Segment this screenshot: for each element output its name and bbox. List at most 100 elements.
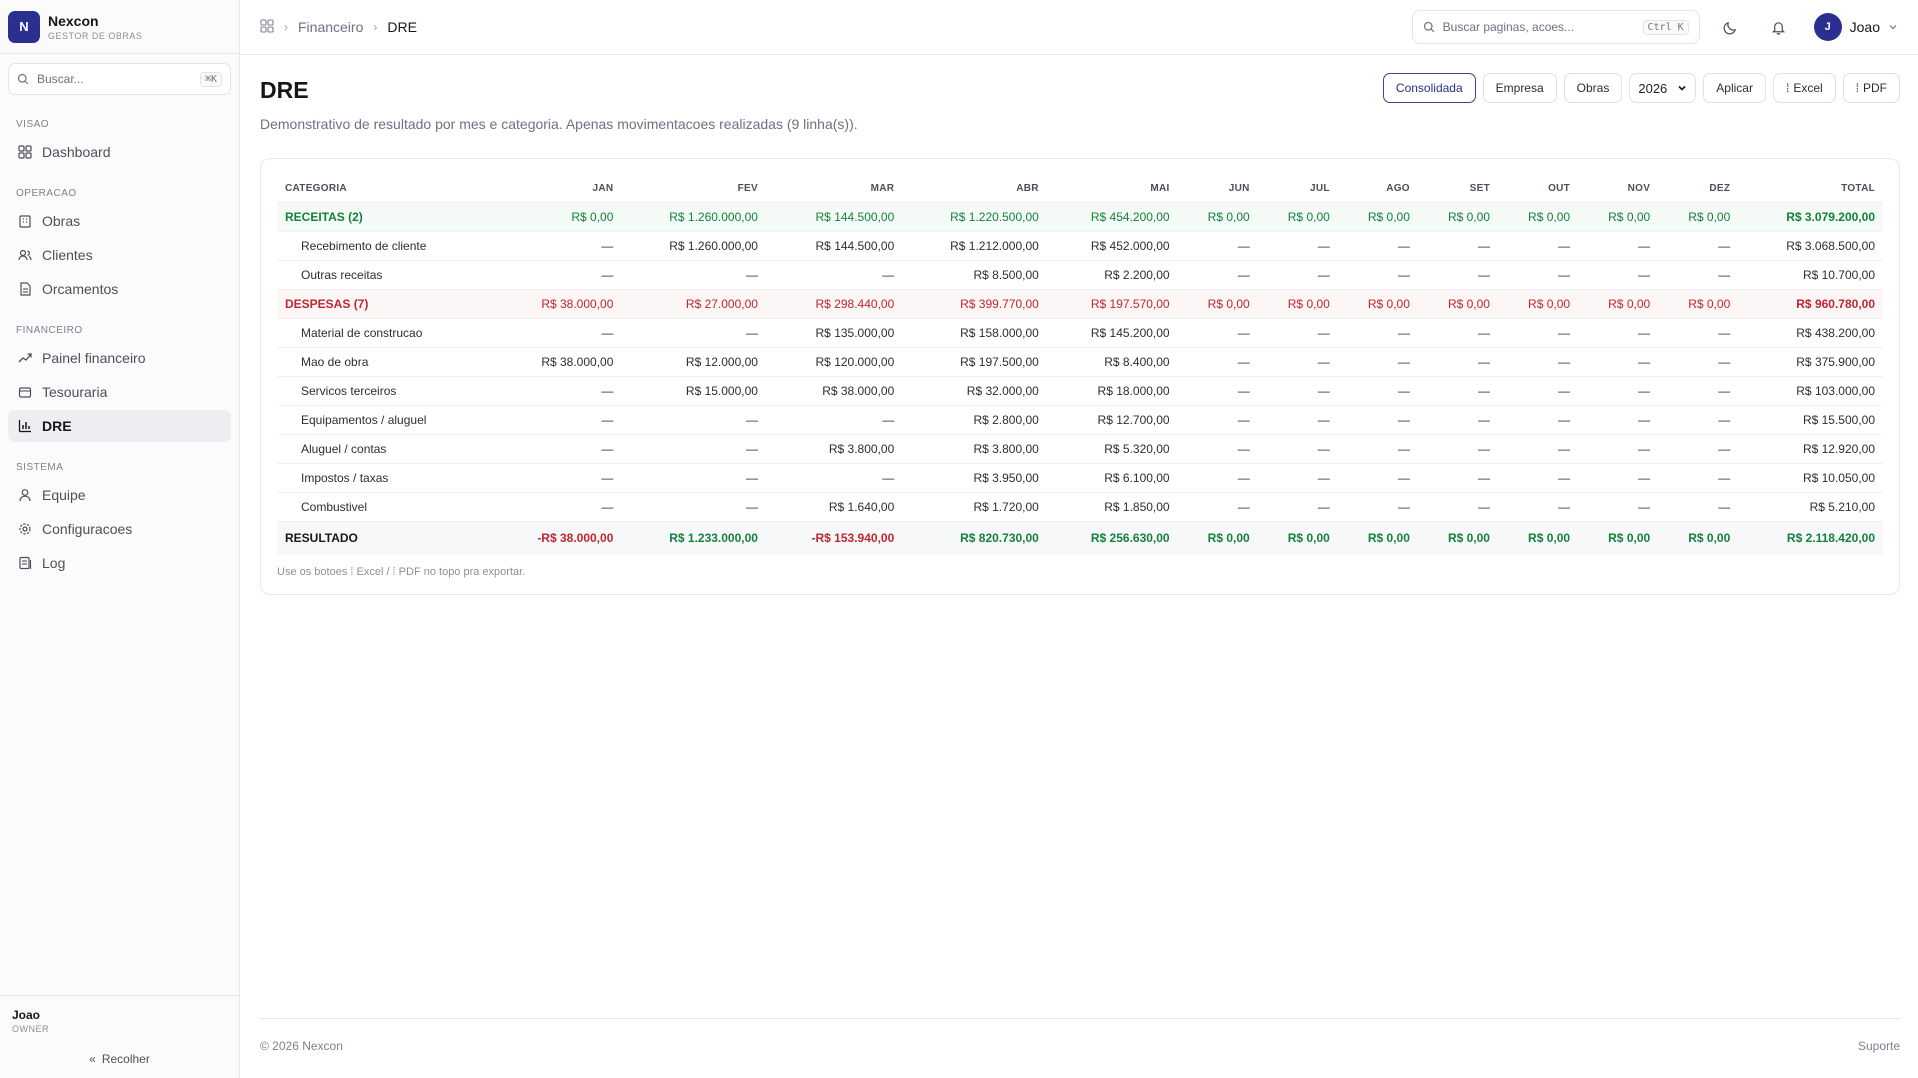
value-cell: — [765, 260, 903, 290]
value-cell: — [1177, 376, 1258, 406]
value-cell: R$ 38.000,00 [494, 289, 622, 319]
value-cell: R$ 0,00 [1257, 202, 1338, 232]
value-cell: — [1337, 492, 1418, 522]
view-obras-button[interactable]: Obras [1563, 73, 1623, 103]
download-icon: ⁞ [1785, 81, 1790, 95]
notifications-button[interactable] [1762, 10, 1796, 44]
value-cell: R$ 298.440,00 [765, 289, 903, 319]
value-cell: R$ 0,00 [1497, 521, 1579, 554]
sidebar-item-tesouraria[interactable]: Tesouraria [8, 376, 231, 408]
category-cell: Aluguel / contas [277, 434, 495, 464]
value-cell: — [621, 492, 766, 522]
breadcrumb-financeiro[interactable]: Financeiro [298, 19, 364, 35]
value-cell: — [1497, 434, 1579, 464]
view-consolidada-button[interactable]: Consolidada [1382, 73, 1476, 103]
category-cell: RESULTADO [277, 521, 495, 554]
table-header: AGO [1337, 175, 1418, 203]
chevron-down-icon [1678, 85, 1686, 91]
sidebar-search-input[interactable]: Buscar... ⌘K [8, 63, 231, 95]
value-cell: — [494, 405, 622, 435]
value-cell: — [1497, 405, 1579, 435]
table-header: CATEGORIA [277, 175, 495, 203]
value-cell: R$ 0,00 [1658, 521, 1739, 554]
value-cell: — [1578, 260, 1659, 290]
table-header: ABR [902, 175, 1047, 203]
value-cell: R$ 15.500,00 [1738, 405, 1883, 435]
sidebar-item-obras[interactable]: Obras [8, 205, 231, 237]
sidebar-item-dashboard[interactable]: Dashboard [8, 136, 231, 168]
topbar: › Financeiro › DRE Buscar paginas, acoes… [240, 0, 1918, 55]
value-cell: — [621, 318, 766, 348]
value-cell: R$ 3.079.200,00 [1738, 202, 1883, 232]
value-cell: — [1337, 231, 1418, 261]
brand-name: Nexcon [48, 12, 99, 29]
view-empresa-button[interactable]: Empresa [1482, 73, 1557, 103]
sidebar-item-orcamentos[interactable]: Orcamentos [8, 273, 231, 305]
sidebar-item-label: Tesouraria [42, 384, 108, 400]
value-cell: R$ 1.850,00 [1046, 492, 1178, 522]
global-search-input[interactable]: Buscar paginas, acoes... Ctrl K [1411, 10, 1700, 44]
table-row: Equipamentos / aluguel — — — R$ 2.800,00 R$ 1… [277, 405, 1883, 435]
value-cell: — [1257, 376, 1338, 406]
sidebar-item-dre[interactable]: DRE [8, 410, 231, 442]
value-cell: — [1497, 260, 1579, 290]
value-cell: — [1658, 318, 1739, 348]
chevrons-left-icon: « [89, 1052, 96, 1066]
sidebar-item-equipe[interactable]: Equipe [8, 479, 231, 511]
value-cell: R$ 27.000,00 [621, 289, 766, 319]
sidebar-item-label: Clientes [42, 247, 93, 263]
value-cell: R$ 1.260.000,00 [621, 231, 766, 261]
value-cell: R$ 0,00 [1337, 521, 1418, 554]
toolbar: Consolidada Empresa Obras 2026 Aplicar ⁞… [1382, 73, 1900, 103]
sidebar-item-configuracoes[interactable]: Configuracoes [8, 513, 231, 545]
value-cell: — [1177, 434, 1258, 464]
value-cell: R$ 8.500,00 [902, 260, 1047, 290]
table-row: Material de construcao — — R$ 135.000,00 R$ … [277, 318, 1883, 348]
value-cell: — [1497, 231, 1579, 261]
wallet-icon [18, 385, 32, 399]
sidebar-item-label: Equipe [42, 487, 86, 503]
value-cell: — [494, 492, 622, 522]
value-cell: R$ 1.720,00 [902, 492, 1047, 522]
value-cell: — [1658, 492, 1739, 522]
nav-section-visao: VISAO [16, 119, 50, 130]
value-cell: — [494, 318, 622, 348]
value-cell: — [1177, 260, 1258, 290]
category-cell: Impostos / taxas [277, 463, 495, 493]
export-pdf-label: PDF [1863, 81, 1887, 95]
export-excel-button[interactable]: ⁞ Excel [1772, 73, 1836, 103]
value-cell: R$ 3.800,00 [765, 434, 903, 464]
brand-logo: N [8, 10, 40, 43]
value-cell: — [1177, 347, 1258, 377]
search-icon [1423, 21, 1434, 33]
value-cell: R$ 103.000,00 [1738, 376, 1883, 406]
value-cell: R$ 0,00 [1177, 289, 1258, 319]
value-cell: — [621, 463, 766, 493]
theme-toggle-button[interactable] [1714, 10, 1748, 44]
export-pdf-button[interactable]: ⁞ PDF [1842, 73, 1900, 103]
page-description: Demonstrativo de resultado por mes e cat… [260, 116, 858, 132]
value-cell: — [494, 463, 622, 493]
value-cell: — [1658, 376, 1739, 406]
sidebar-item-log[interactable]: Log [8, 547, 231, 579]
result-row: RESULTADO -R$ 38.000,00 R$ 1.233.000,00 -R$… [277, 521, 1883, 554]
year-select[interactable]: 2026 [1629, 73, 1697, 103]
apps-grid-icon[interactable] [260, 18, 274, 36]
brand[interactable]: N Nexcon GESTOR DE OBRAS [0, 0, 239, 54]
value-cell: — [1337, 434, 1418, 464]
value-cell: — [765, 463, 903, 493]
support-link[interactable]: Suporte [1857, 1038, 1900, 1053]
sidebar-item-painel-financeiro[interactable]: Painel financeiro [8, 342, 231, 374]
sidebar-item-clientes[interactable]: Clientes [8, 239, 231, 271]
user-menu[interactable]: J Joao [1813, 13, 1898, 41]
sidebar-user-name: Joao [12, 1008, 41, 1022]
collapse-sidebar-button[interactable]: « Recolher [12, 1052, 227, 1066]
group-row: RECEITAS (2) R$ 0,00 R$ 1.260.000,00 R$ 144… [277, 202, 1883, 232]
value-cell: — [1497, 376, 1579, 406]
group-row: DESPESAS (7) R$ 38.000,00 R$ 27.000,00 R$ 2… [277, 289, 1883, 319]
apply-button[interactable]: Aplicar [1703, 73, 1766, 103]
building-icon [18, 214, 32, 228]
value-cell: — [1497, 463, 1579, 493]
category-cell: Recebimento de cliente [277, 231, 495, 261]
export-hint: Use os botoes ⁞ Excel / ⁞ PDF no topo pr… [277, 566, 526, 578]
